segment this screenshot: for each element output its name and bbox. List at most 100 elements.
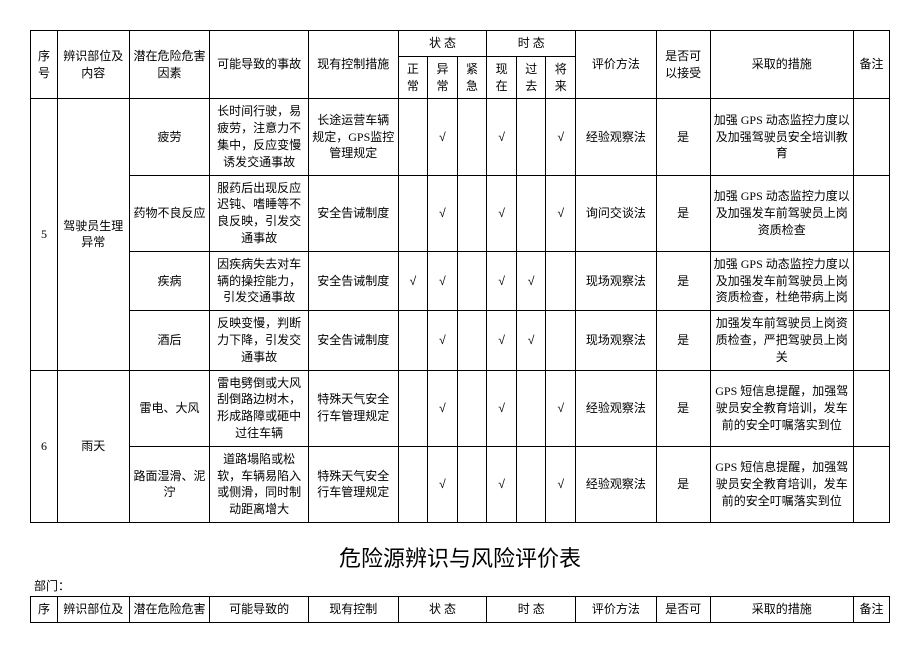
cell-eval: 经验观察法: [576, 370, 657, 446]
cell-eval: 现场观察法: [576, 311, 657, 370]
cell-check: √: [428, 446, 458, 522]
h2-part: 辨识部位及: [57, 596, 129, 622]
h2-remark: 备注: [854, 596, 890, 622]
table-row: 路面湿滑、泥泞道路塌陷或松软，车辆易陷入或侧滑，同时制动距离增大特殊天气安全行车…: [31, 446, 890, 522]
cell-check: [457, 311, 487, 370]
col-state-abnormal: 异常: [428, 56, 458, 99]
cell-check: √: [487, 99, 517, 175]
cell-check: [398, 99, 428, 175]
cell-control: 特殊天气安全行车管理规定: [308, 370, 398, 446]
cell-check: [546, 251, 576, 310]
cell-check: √: [428, 99, 458, 175]
table-row: 药物不良反应服药后出现反应迟钝、嗜睡等不良反映，引发交通事故安全告诫制度√√√询…: [31, 175, 890, 251]
cell-part: 驾驶员生理异常: [57, 99, 129, 370]
table-body: 5驾驶员生理异常疲劳长时间行驶，易疲劳，注意力不集中，反应变慢诱发交通事故长途运…: [31, 99, 890, 523]
h2-accident: 可能导致的: [210, 596, 309, 622]
cell-eval: 询问交谈法: [576, 175, 657, 251]
cell-eval: 现场观察法: [576, 251, 657, 310]
cell-check: √: [516, 311, 546, 370]
cell-check: √: [398, 251, 428, 310]
cell-remark: [854, 446, 890, 522]
col-seq: 序号: [31, 31, 58, 99]
col-time-now: 现在: [487, 56, 517, 99]
cell-check: [516, 99, 546, 175]
cell-check: √: [516, 251, 546, 310]
col-control: 现有控制措施: [308, 31, 398, 99]
cell-measure: 加强 GPS 动态监控力度以及加强发车前驾驶员上岗资质检查: [710, 175, 853, 251]
cell-check: √: [487, 370, 517, 446]
cell-accident: 因疾病失去对车辆的操控能力，引发交通事故: [210, 251, 309, 310]
cell-accident: 雷电劈倒或大风刮倒路边树木，形成路障或砸中过往车辆: [210, 370, 309, 446]
cell-factor: 疲劳: [129, 99, 210, 175]
cell-remark: [854, 99, 890, 175]
table-row: 6雨天雷电、大风雷电劈倒或大风刮倒路边树木，形成路障或砸中过往车辆特殊天气安全行…: [31, 370, 890, 446]
cell-control: 安全告诫制度: [308, 175, 398, 251]
cell-eval: 经验观察法: [576, 446, 657, 522]
cell-check: √: [487, 311, 517, 370]
cell-eval: 经验观察法: [576, 99, 657, 175]
h2-factor: 潜在危险危害: [129, 596, 210, 622]
col-remark: 备注: [854, 31, 890, 99]
cell-accept: 是: [656, 99, 710, 175]
col-part: 辨识部位及内容: [57, 31, 129, 99]
cell-check: √: [487, 446, 517, 522]
cell-check: [398, 175, 428, 251]
cell-remark: [854, 370, 890, 446]
cell-check: √: [487, 251, 517, 310]
cell-check: [546, 311, 576, 370]
cell-control: 长途运营车辆规定，GPS监控管理规定: [308, 99, 398, 175]
col-accept: 是否可以接受: [656, 31, 710, 99]
cell-remark: [854, 311, 890, 370]
cell-accept: 是: [656, 311, 710, 370]
cell-accident: 道路塌陷或松软，车辆易陷入或侧滑，同时制动距离增大: [210, 446, 309, 522]
cell-check: [457, 370, 487, 446]
col-measure: 采取的措施: [710, 31, 853, 99]
table-row: 酒后反映变慢，判断力下降，引发交通事故安全告诫制度√√√现场观察法是加强发车前驾…: [31, 311, 890, 370]
cell-measure: 加强 GPS 动态监控力度以及加强驾驶员安全培训教育: [710, 99, 853, 175]
cell-check: √: [546, 99, 576, 175]
cell-check: √: [428, 251, 458, 310]
cell-check: √: [546, 370, 576, 446]
cell-seq: 5: [31, 99, 58, 370]
col-eval: 评价方法: [576, 31, 657, 99]
cell-control: 安全告诫制度: [308, 251, 398, 310]
h2-control: 现有控制: [308, 596, 398, 622]
cell-control: 安全告诫制度: [308, 311, 398, 370]
table-row: 5驾驶员生理异常疲劳长时间行驶，易疲劳，注意力不集中，反应变慢诱发交通事故长途运…: [31, 99, 890, 175]
cell-check: [516, 446, 546, 522]
cell-remark: [854, 251, 890, 310]
col-time: 时 态: [487, 31, 576, 57]
h2-state: 状 态: [398, 596, 487, 622]
dept-label: 部门：: [34, 577, 890, 594]
cell-check: [398, 311, 428, 370]
cell-measure: GPS 短信息提醒，加强驾驶员安全教育培训，发车前的安全叮嘱落实到位: [710, 446, 853, 522]
cell-measure: GPS 短信息提醒，加强驾驶员安全教育培训，发车前的安全叮嘱落实到位: [710, 370, 853, 446]
cell-measure: 加强发车前驾驶员上岗资质检查，严把驾驶员上岗关: [710, 311, 853, 370]
cell-check: [516, 370, 546, 446]
cell-check: [457, 175, 487, 251]
cell-check: √: [428, 370, 458, 446]
cell-check: [457, 446, 487, 522]
cell-accept: 是: [656, 251, 710, 310]
cell-accept: 是: [656, 370, 710, 446]
h2-measure: 采取的措施: [710, 596, 853, 622]
cell-seq: 6: [31, 370, 58, 522]
cell-measure: 加强 GPS 动态监控力度以及加强发车前驾驶员上岗资质检查，杜绝带病上岗: [710, 251, 853, 310]
cell-check: √: [546, 175, 576, 251]
cell-factor: 疾病: [129, 251, 210, 310]
header2-row: 序 辨识部位及 潜在危险危害 可能导致的 现有控制 状 态 时 态 评价方法 是…: [31, 596, 890, 622]
page-title: 危险源辨识与风险评价表: [30, 541, 890, 573]
col-factor: 潜在危险危害因素: [129, 31, 210, 99]
col-state: 状 态: [398, 31, 487, 57]
h2-accept: 是否可: [656, 596, 710, 622]
cell-accident: 长时间行驶，易疲劳，注意力不集中，反应变慢诱发交通事故: [210, 99, 309, 175]
cell-check: [457, 99, 487, 175]
col-time-future: 将来: [546, 56, 576, 99]
h2-time: 时 态: [487, 596, 576, 622]
cell-control: 特殊天气安全行车管理规定: [308, 446, 398, 522]
cell-check: [398, 446, 428, 522]
cell-check: √: [428, 175, 458, 251]
h2-seq: 序: [31, 596, 58, 622]
cell-check: [516, 175, 546, 251]
cell-check: √: [487, 175, 517, 251]
